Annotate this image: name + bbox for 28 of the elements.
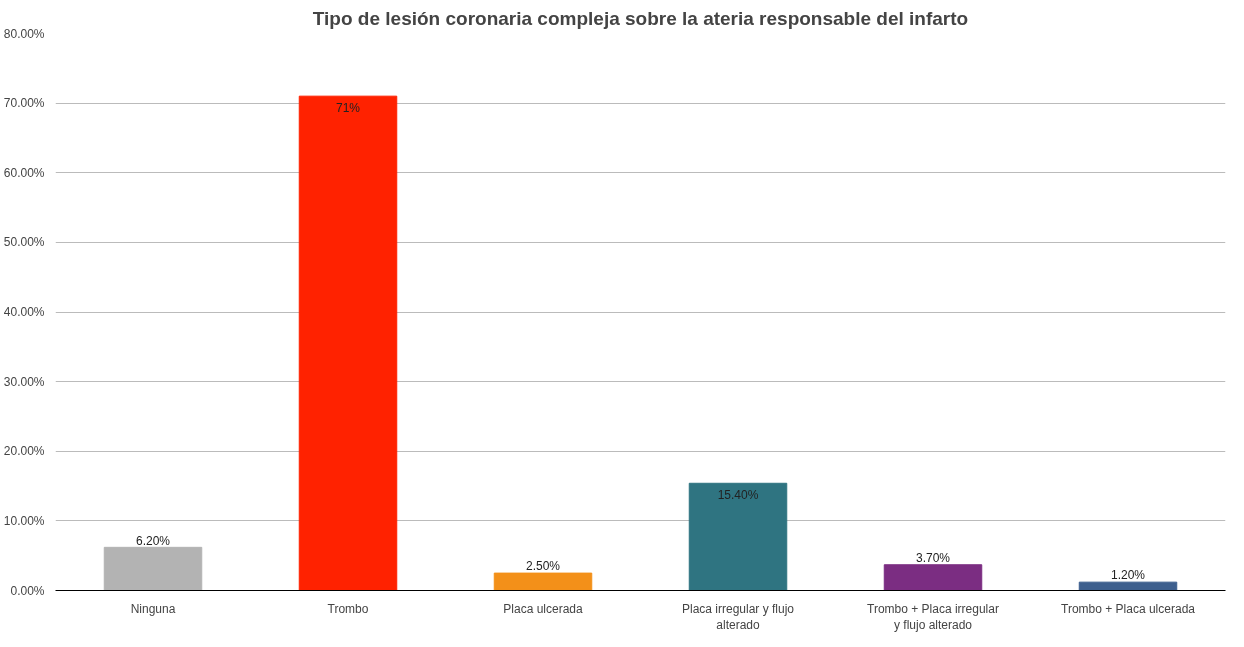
data-label: 71% bbox=[335, 100, 361, 115]
x-tick-label: Ninguna bbox=[130, 601, 176, 616]
data-label: 15.40% bbox=[717, 487, 759, 502]
chart-title: Tipo de lesión coronaria compleja sobre la ateria responsable del infarto bbox=[312, 7, 969, 29]
y-tick-label: 80.00% bbox=[3, 26, 45, 41]
bar bbox=[1078, 581, 1178, 591]
y-tick-label: 0.00% bbox=[10, 583, 45, 598]
data-label: 1.20% bbox=[1110, 568, 1146, 583]
bar bbox=[688, 482, 788, 591]
x-tick-label: Placa irregular y flujo alterado bbox=[681, 601, 795, 633]
x-tick-label: Trombo bbox=[327, 601, 369, 616]
bar bbox=[883, 564, 983, 591]
y-tick-label: 10.00% bbox=[3, 513, 45, 528]
y-tick-label: 40.00% bbox=[3, 305, 45, 319]
data-label: 3.70% bbox=[915, 551, 951, 566]
y-tick-label: 70.00% bbox=[3, 96, 45, 111]
bar bbox=[493, 572, 593, 591]
y-tick-label: 30.00% bbox=[3, 374, 45, 389]
data-label: 6.20% bbox=[135, 533, 171, 548]
bar bbox=[103, 546, 203, 591]
x-tick-label: Trombo + Placa ulcerada bbox=[1061, 601, 1196, 616]
y-tick-label: 50.00% bbox=[3, 235, 45, 250]
x-tick-label: Trombo + Placa irregular y flujo alterado bbox=[867, 601, 999, 633]
bar bbox=[298, 95, 398, 591]
data-label: 2.50% bbox=[525, 559, 561, 574]
y-tick-label: 20.00% bbox=[3, 444, 45, 459]
x-tick-label: Placa ulcerada bbox=[503, 601, 584, 616]
y-tick-label: 60.00% bbox=[3, 165, 45, 180]
